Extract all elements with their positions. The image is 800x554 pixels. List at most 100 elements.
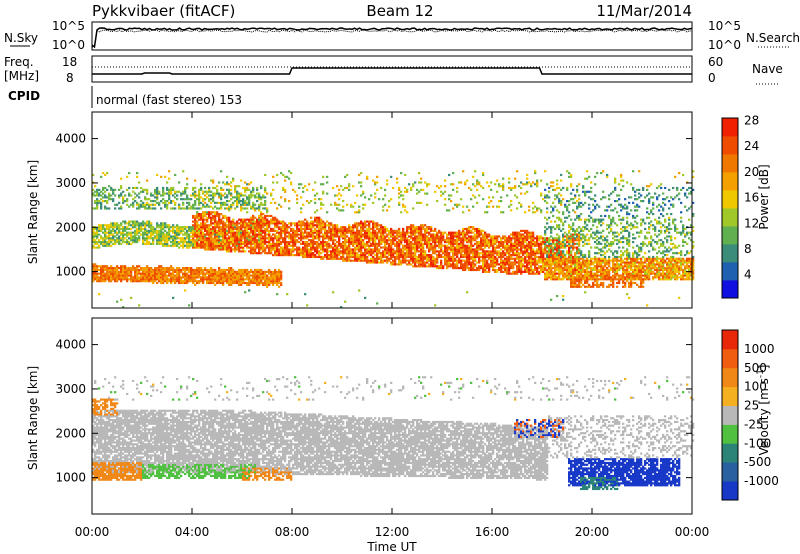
- power-cell: [444, 261, 447, 264]
- power-cell: [298, 222, 301, 225]
- power-cell: [174, 235, 177, 238]
- power-cell: [410, 235, 413, 238]
- power-cell: [500, 255, 503, 259]
- power-cell: [338, 198, 341, 201]
- power-cell: [278, 270, 281, 273]
- power-cell: [348, 239, 351, 242]
- power-cell: [282, 227, 285, 231]
- power-cell: [482, 239, 485, 242]
- power-cell: [420, 188, 423, 191]
- power-cell: [404, 255, 407, 259]
- power-cell: [252, 270, 255, 273]
- power-cell: [454, 252, 457, 255]
- power-cell: [316, 226, 319, 229]
- power-cell: [324, 231, 327, 234]
- power-cell: [434, 257, 437, 260]
- power-cell: [478, 241, 481, 244]
- power-cell: [268, 233, 271, 236]
- power-cell: [202, 198, 205, 201]
- power-cell: [448, 246, 451, 249]
- power-cell: [188, 267, 191, 270]
- power-cell: [232, 196, 235, 199]
- power-cell: [452, 254, 455, 257]
- power-cell: [146, 278, 149, 281]
- power-cell: [276, 226, 279, 229]
- power-cell: [118, 272, 121, 275]
- power-cell: [322, 233, 325, 236]
- power-cell: [394, 242, 397, 245]
- power-cell: [260, 201, 263, 204]
- power-cell: [106, 235, 109, 238]
- power-cell: [126, 268, 129, 272]
- power-cell: [474, 255, 477, 259]
- power-cell: [448, 194, 451, 197]
- power-cell: [356, 237, 359, 240]
- power-cell: [254, 194, 257, 197]
- power-cell: [272, 276, 275, 279]
- power-cell: [224, 224, 227, 227]
- power-cell: [346, 254, 349, 257]
- power-cell: [344, 233, 347, 236]
- power-cell: [342, 254, 345, 257]
- power-cell: [168, 177, 171, 180]
- power-cell: [220, 192, 223, 195]
- power-cell: [374, 259, 377, 262]
- power-cell: [362, 227, 365, 231]
- power-cell: [458, 239, 461, 242]
- power-cell: [418, 237, 421, 240]
- power-cell: [132, 201, 135, 204]
- power-cell: [384, 254, 387, 257]
- power-cell: [194, 227, 197, 231]
- power-cell: [304, 248, 307, 251]
- power-cell: [484, 263, 487, 266]
- power-cell: [356, 259, 359, 262]
- power-cell: [176, 267, 179, 270]
- power-cell: [468, 229, 471, 232]
- power-cell: [244, 227, 247, 231]
- power-cell: [156, 241, 159, 244]
- power-cell: [162, 190, 165, 193]
- power-cell: [174, 270, 177, 273]
- power-cell: [298, 252, 301, 255]
- power-cell: [248, 224, 251, 227]
- power-cell: [164, 270, 167, 273]
- power-cell: [318, 254, 321, 257]
- power-cell: [260, 213, 263, 216]
- power-cell: [190, 276, 193, 279]
- power-cell: [140, 190, 143, 193]
- power-cell: [458, 261, 461, 264]
- power-cell: [172, 231, 175, 234]
- power-cell: [368, 246, 371, 249]
- power-cell: [182, 201, 185, 204]
- power-cell: [148, 198, 151, 201]
- power-cell: [250, 281, 253, 285]
- power-cell: [266, 222, 269, 225]
- power-cell: [270, 272, 273, 275]
- power-cell: [114, 239, 117, 242]
- power-cell: [278, 242, 281, 245]
- power-cell: [238, 241, 241, 244]
- power-cell: [176, 237, 179, 240]
- power-cell: [188, 304, 191, 307]
- power-cell: [204, 268, 207, 272]
- power-cell: [494, 259, 497, 262]
- power-cell: [212, 274, 215, 277]
- power-cell: [242, 235, 245, 238]
- power-cell: [406, 244, 409, 247]
- power-cell: [194, 186, 197, 190]
- power-cell: [306, 304, 309, 307]
- power-cell: [438, 237, 441, 240]
- power-cell: [244, 203, 247, 206]
- power-cell: [514, 185, 517, 188]
- power-cell: [380, 186, 383, 190]
- power-cell: [134, 237, 137, 240]
- power-cell: [424, 181, 427, 184]
- power-cell: [328, 246, 331, 249]
- power-cell: [102, 265, 105, 268]
- power-cell: [282, 188, 285, 191]
- power-cell: [402, 246, 405, 249]
- power-cell: [238, 218, 241, 221]
- power-cell: [178, 227, 181, 231]
- power-cell: [218, 274, 221, 277]
- power-cell: [378, 248, 381, 251]
